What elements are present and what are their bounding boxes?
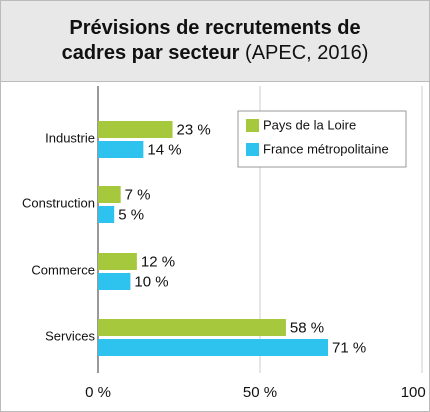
bar bbox=[98, 186, 121, 203]
bar bbox=[98, 273, 131, 290]
y-tick-label: Commerce bbox=[31, 262, 95, 277]
chart-title: Prévisions de recrutements de cadres par… bbox=[61, 17, 361, 64]
x-tick-label: 50 % bbox=[243, 384, 277, 401]
value-label: 14 % bbox=[147, 141, 181, 158]
value-label: 23 % bbox=[177, 121, 211, 138]
value-label: 10 % bbox=[134, 273, 168, 290]
bar bbox=[98, 253, 137, 270]
title-block: Prévisions de recrutements de cadres par… bbox=[45, 16, 385, 66]
legend-swatch bbox=[246, 119, 259, 132]
legend-swatch bbox=[246, 143, 259, 156]
value-label: 58 % bbox=[290, 319, 324, 336]
bar bbox=[98, 339, 329, 356]
bar bbox=[98, 206, 115, 223]
y-tick-label: Services bbox=[45, 328, 95, 343]
x-tick-label: 100 % bbox=[401, 384, 429, 401]
chart-subtitle: (APEC, 2016) bbox=[245, 42, 369, 64]
bar bbox=[98, 319, 286, 336]
x-tick-label: 0 % bbox=[85, 384, 111, 401]
legend-label: Pays de la Loire bbox=[263, 117, 356, 132]
value-label: 71 % bbox=[332, 339, 366, 356]
bar bbox=[98, 121, 173, 138]
legend-label: France métropolitaine bbox=[263, 141, 389, 156]
y-tick-label: Industrie bbox=[45, 130, 95, 145]
y-tick-label: Construction bbox=[22, 195, 95, 210]
legend-box bbox=[237, 110, 407, 168]
header: Prévisions de recrutements de cadres par… bbox=[1, 1, 429, 82]
value-label: 5 % bbox=[118, 206, 144, 223]
value-label: 7 % bbox=[125, 186, 151, 203]
value-label: 12 % bbox=[141, 253, 175, 270]
bar bbox=[98, 141, 144, 158]
